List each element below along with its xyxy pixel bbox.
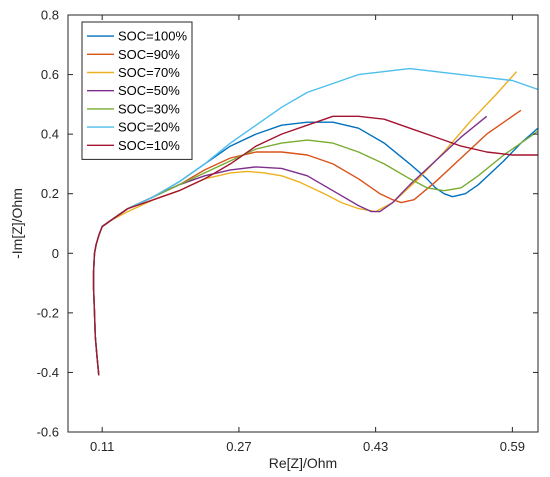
- series-lines: [92, 67, 538, 376]
- legend-label: SOC=20%: [118, 120, 180, 135]
- legend-label: SOC=30%: [118, 101, 180, 116]
- x-tick-label: 0.59: [500, 439, 525, 454]
- legend-label: SOC=10%: [118, 138, 180, 153]
- y-tick-label: 0.2: [41, 186, 59, 201]
- y-tick-label: -0.6: [37, 425, 59, 440]
- y-tick-labels: -0.6 -0.4 -0.2 0 0.2 0.4 0.6 0.8: [37, 8, 59, 440]
- axis-ticks: [68, 14, 538, 433]
- x-tick-labels: 0.11 0.27 0.43 0.59: [90, 439, 525, 454]
- legend-label: SOC=50%: [118, 83, 180, 98]
- legend-label: SOC=100%: [118, 29, 187, 44]
- series-line-7: [92, 115, 538, 376]
- x-tick-label: 0.27: [226, 439, 251, 454]
- y-tick-label: 0.6: [41, 67, 59, 82]
- legend-label: SOC=70%: [118, 65, 180, 80]
- plot-frame: [67, 14, 539, 433]
- x-tick-label: 0.11: [90, 439, 114, 454]
- x-axis-label: Re[Z]/Ohm: [269, 455, 337, 471]
- y-tick-label: 0.4: [41, 127, 59, 142]
- y-tick-label: -0.4: [37, 365, 59, 380]
- x-tick-label: 0.43: [363, 439, 388, 454]
- legend-box: [81, 21, 193, 160]
- legend: SOC=100% SOC=90% SOC=70% SOC=50% SOC=30% SOC=…: [81, 21, 193, 160]
- y-tick-label: 0: [52, 246, 59, 261]
- y-tick-label: 0.8: [41, 8, 59, 23]
- legend-label: SOC=90%: [118, 47, 180, 62]
- y-tick-label: -0.2: [37, 305, 59, 320]
- y-axis-label: -Im[Z]/Ohm: [9, 188, 25, 259]
